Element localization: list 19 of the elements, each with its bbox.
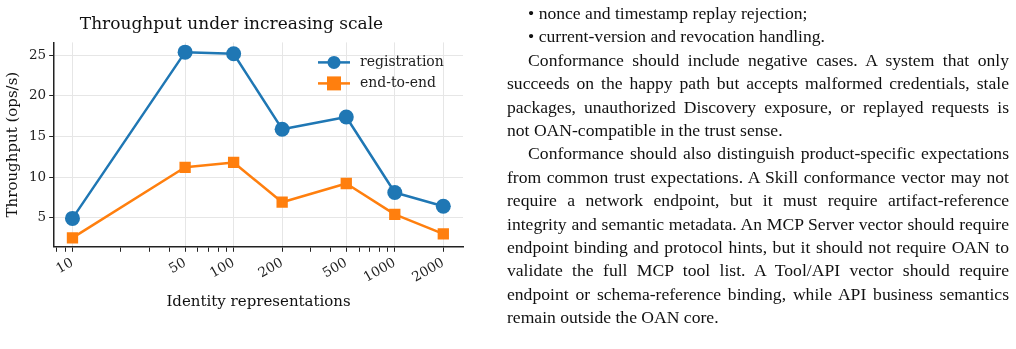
y-axis-title: Throughput (ops/s) (2, 71, 21, 218)
x-axis-title: Identity representations (166, 291, 351, 310)
y-tick-label: 25 (28, 45, 47, 62)
text: • nonce and timestamp replay rejection; (527, 2, 809, 25)
text: Conformance should also distinguish product-specific expectations from common trust expectations. A Skill conformance vector may not require a network endpoint, but it must require artifact-reference integrity and semantic metadata. An MCP Server vector should require endpoint binding and protocol hints, but it should not require OAN to validate the full MCP tool list. A Tool/API vector should require endpoint or schema-reference binding, while API business semantics remain outside the OAN core. (507, 142, 1009, 330)
y-tick-label: 15 (28, 126, 47, 143)
x-tick-label: 100 (206, 253, 237, 281)
x-tick-label: 10 (52, 253, 76, 277)
x-tick-label: 500 (319, 253, 350, 281)
y-tick-label: 10 (28, 167, 47, 184)
y-tick-label: 20 (28, 86, 47, 103)
text: Conformance should include negative cases. A system that only succeeds on the happy path but accepts malformed credentials, stale packages, unauthorized Discovery exposure, or replayed requests is not OAN-compatible in the trust sense. (507, 48, 1009, 143)
legend-label: end-to-end (360, 74, 437, 91)
text: • current-version and revocation handling. (527, 25, 826, 49)
x-tick-label: 200 (255, 253, 286, 281)
x-tick-label: 50 (165, 253, 189, 277)
chart-title: Throughput under increasing scale (79, 12, 384, 33)
y-tick-label: 5 (37, 208, 47, 225)
legend-label: registration (360, 53, 444, 70)
